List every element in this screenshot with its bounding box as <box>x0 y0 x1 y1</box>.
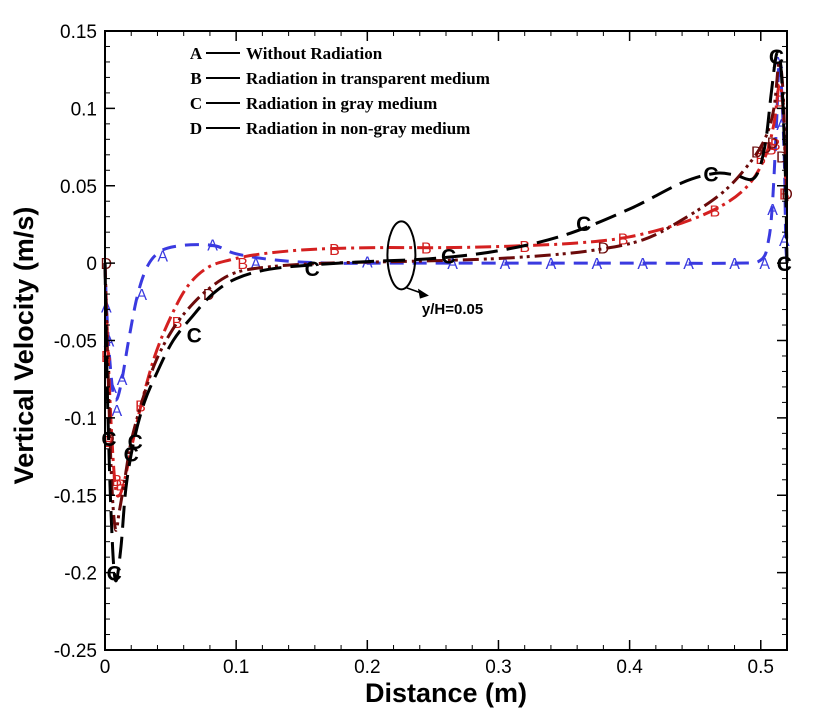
series-marker-a: A <box>136 287 147 304</box>
legend-entry-b: B Radiation in transparent medium <box>190 69 490 88</box>
y-tick-label: -0.1 <box>64 409 97 430</box>
y-tick-label: 0.15 <box>60 22 97 43</box>
series-marker-b: B <box>519 239 530 256</box>
legend-label: Radiation in transparent medium <box>246 69 490 88</box>
legend-marker: A <box>190 44 203 63</box>
y-tick-label: 0.05 <box>60 177 97 198</box>
legend-entry-c: C Radiation in gray medium <box>190 94 437 113</box>
y-tick-label: -0.25 <box>54 641 97 662</box>
series-line-c <box>103 50 789 583</box>
series-marker-d: D <box>760 140 772 157</box>
series-marker-a: A <box>779 233 790 250</box>
series-marker-c: C <box>187 324 202 347</box>
series-line-a <box>103 59 789 402</box>
series-marker-b: B <box>766 142 777 159</box>
series-marker-a: A <box>637 256 648 273</box>
series-marker-a: A <box>207 238 218 255</box>
series-marker-b: B <box>779 186 790 203</box>
series-marker-b: B <box>111 473 122 490</box>
series-marker-a: A <box>447 256 458 273</box>
x-tick-label: 0.4 <box>616 657 643 678</box>
series-marker-c: C <box>441 245 456 268</box>
series-marker-a: A <box>683 256 694 273</box>
annotation: y/H=0.05 <box>386 220 483 318</box>
y-tick-label: 0 <box>86 254 97 275</box>
y-axis: -0.25 -0.2 -0.15 -0.1 -0.05 0 0.05 0.1 0.15 <box>54 22 787 662</box>
series-marker-c: C <box>128 431 143 454</box>
x-tick-label: 0.3 <box>485 657 511 678</box>
legend: A Without Radiation B Radiation in transpar… <box>190 44 490 138</box>
series-marker-b: B <box>329 242 340 259</box>
series-marker-a: A <box>772 55 783 72</box>
x-tick-label: 0.5 <box>748 657 774 678</box>
legend-label: Without Radiation <box>246 44 383 63</box>
series-marker-d: D <box>776 149 788 166</box>
series-marker-c: C <box>101 428 116 451</box>
series-marker-a: A <box>500 256 511 273</box>
annotation-label: y/H=0.05 <box>422 301 483 318</box>
series-marker-b: B <box>775 94 786 111</box>
legend-label: Radiation in gray medium <box>246 94 437 113</box>
series-marker-d: D <box>751 145 763 162</box>
y-tick-label: -0.15 <box>54 486 97 507</box>
legend-marker: D <box>190 119 202 138</box>
series-line-b <box>103 83 789 498</box>
series-marker-b: B <box>421 241 432 258</box>
series-marker-b: B <box>710 204 721 221</box>
y-tick-label: -0.05 <box>54 332 97 353</box>
annotation-arrow-head <box>417 288 429 299</box>
series-marker-c: C <box>777 253 792 276</box>
series-marker-a: A <box>250 256 261 273</box>
y-axis-title: Vertical Velocity (m/s) <box>9 207 39 485</box>
legend-marker: B <box>190 69 201 88</box>
series-marker-b: B <box>618 231 629 248</box>
series-marker-b: B <box>237 256 248 273</box>
series-marker-c: C <box>769 46 784 69</box>
series-marker-a: A <box>767 202 778 219</box>
series-marker-b: B <box>104 434 115 451</box>
series-marker-d: D <box>598 241 610 258</box>
x-tick-label: 0.2 <box>354 657 380 678</box>
series-marker-a: A <box>117 372 128 389</box>
series-marker-c: C <box>124 443 139 466</box>
y-tick-label: 0.1 <box>71 99 97 120</box>
series-marker-d: D <box>203 287 215 304</box>
series-marker-a: A <box>106 380 117 397</box>
series-marker-c: C <box>305 258 320 281</box>
series-marker-a: A <box>729 256 740 273</box>
y-tick-label: -0.2 <box>64 564 97 585</box>
series-marker-b: B <box>115 477 126 494</box>
series-marker-d: D <box>767 135 779 152</box>
series-marker-b: B <box>135 398 146 415</box>
legend-label: Radiation in non-gray medium <box>246 119 470 138</box>
series-marker-a: A <box>157 248 168 265</box>
x-tick-label: 0 <box>100 657 111 678</box>
x-axis-title: Distance (m) <box>365 678 527 708</box>
series-marker-b: B <box>770 137 781 154</box>
series-marker-c: C <box>576 213 591 236</box>
x-tick-label: 0.1 <box>223 657 249 678</box>
series-marker-a: A <box>759 256 770 273</box>
x-axis: 0 0.1 0.2 0.3 0.4 0.5 <box>100 31 774 678</box>
series-marker-c: C <box>107 563 122 586</box>
series-marker-a: A <box>776 117 787 134</box>
series-marker-a: A <box>546 256 557 273</box>
series-marker-a: A <box>111 403 122 420</box>
legend-marker: C <box>190 94 202 113</box>
series-marker-b: B <box>172 315 183 332</box>
annotation-ellipse <box>386 220 417 291</box>
legend-entry-d: D Radiation in non-gray medium <box>190 119 470 138</box>
legend-entry-a: A Without Radiation <box>190 44 383 63</box>
series-marker-c: C <box>703 163 718 186</box>
series-marker-a: A <box>591 256 602 273</box>
